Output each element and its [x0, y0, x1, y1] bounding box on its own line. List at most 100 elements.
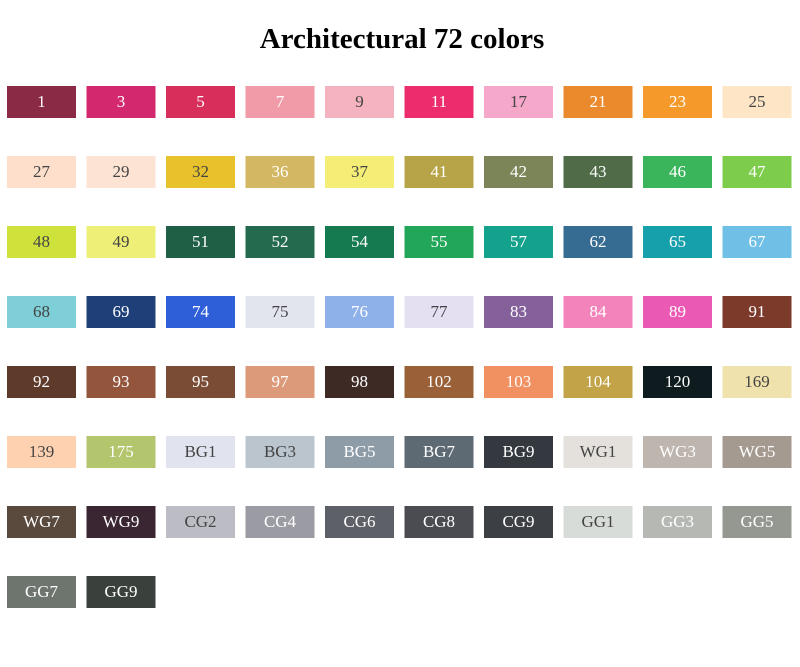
- swatch-label: 51: [192, 232, 209, 251]
- swatch-label: BG9: [502, 442, 534, 461]
- swatch-label: 32: [192, 162, 209, 181]
- swatch-label: 75: [272, 302, 289, 321]
- swatch-label: WG1: [580, 442, 617, 461]
- swatch: [325, 366, 394, 398]
- swatch: [7, 436, 76, 468]
- swatch: [86, 86, 156, 118]
- swatch-label: 76: [351, 302, 368, 321]
- swatch-label: 1: [37, 92, 46, 111]
- swatch: [404, 226, 474, 258]
- swatch: [166, 436, 235, 468]
- swatch-label: 69: [113, 302, 130, 321]
- swatch-label: 5: [196, 92, 205, 111]
- swatch: [325, 506, 394, 538]
- swatch: [166, 156, 235, 188]
- swatch-label: 55: [431, 232, 448, 251]
- swatch-label: 84: [590, 302, 608, 321]
- swatch-label: 52: [272, 232, 289, 251]
- swatch: [166, 226, 235, 258]
- swatch-label: 54: [351, 232, 369, 251]
- swatch: [643, 226, 712, 258]
- swatch: [7, 226, 76, 258]
- swatch-label: 62: [590, 232, 607, 251]
- swatch: [325, 436, 394, 468]
- swatch: [245, 156, 315, 188]
- swatch: [245, 86, 315, 118]
- swatch-label: 25: [749, 92, 766, 111]
- swatch: [245, 296, 315, 328]
- swatch: [166, 86, 235, 118]
- swatch: [245, 366, 315, 398]
- swatch-label: 41: [431, 162, 448, 181]
- swatch-label: 92: [33, 372, 50, 391]
- swatch-label: 169: [744, 372, 770, 391]
- swatch-label: 93: [113, 372, 130, 391]
- swatch-label: 139: [29, 442, 55, 461]
- swatch-label: 46: [669, 162, 686, 181]
- swatch-label: WG5: [739, 442, 776, 461]
- swatch: [722, 506, 792, 538]
- swatch-label: 175: [108, 442, 134, 461]
- swatch: [86, 156, 156, 188]
- swatch-label: BG5: [343, 442, 375, 461]
- swatch: [86, 366, 156, 398]
- swatch: [86, 296, 156, 328]
- swatch: [484, 366, 553, 398]
- swatch-label: 98: [351, 372, 368, 391]
- swatch-label: BG7: [423, 442, 456, 461]
- swatch-label: BG3: [264, 442, 296, 461]
- swatch-label: 29: [113, 162, 130, 181]
- swatch: [325, 156, 394, 188]
- swatch-label: 77: [431, 302, 449, 321]
- swatch-label: 120: [665, 372, 691, 391]
- swatch: [722, 226, 792, 258]
- swatch: [325, 86, 394, 118]
- swatch: [166, 506, 235, 538]
- swatch: [643, 506, 712, 538]
- swatch-label: WG9: [103, 512, 140, 531]
- swatch-label: BG1: [184, 442, 216, 461]
- title: Architectural 72 colors: [260, 23, 545, 55]
- swatch: [643, 366, 712, 398]
- swatch-label: CG4: [264, 512, 297, 531]
- swatch-label: CG9: [502, 512, 534, 531]
- swatch: [722, 86, 792, 118]
- swatch: [86, 506, 156, 538]
- swatch: [563, 436, 633, 468]
- swatch-label: GG3: [661, 512, 694, 531]
- swatch: [484, 226, 553, 258]
- swatch: [166, 366, 235, 398]
- swatch: [643, 296, 712, 328]
- swatch-label: 48: [33, 232, 50, 251]
- swatch: [563, 506, 633, 538]
- swatch: [166, 296, 235, 328]
- swatch: [643, 86, 712, 118]
- swatch-label: 43: [590, 162, 607, 181]
- swatch-label: 3: [117, 92, 126, 111]
- swatch: [7, 156, 76, 188]
- swatch-label: 36: [272, 162, 289, 181]
- swatch-label: 65: [669, 232, 686, 251]
- swatch: [86, 226, 156, 258]
- swatch-label: 9: [355, 92, 364, 111]
- swatch: [643, 436, 712, 468]
- swatch-label: 47: [749, 162, 767, 181]
- swatch-label: 57: [510, 232, 528, 251]
- swatch-label: 67: [749, 232, 767, 251]
- swatch: [404, 506, 474, 538]
- swatch-label: GG7: [25, 582, 59, 601]
- swatch: [563, 86, 633, 118]
- swatch: [7, 296, 76, 328]
- swatch-label: CG8: [423, 512, 455, 531]
- swatch-label: GG5: [740, 512, 773, 531]
- swatch-label: 49: [113, 232, 130, 251]
- swatch-label: WG3: [659, 442, 696, 461]
- swatch: [484, 436, 553, 468]
- swatch: [563, 366, 633, 398]
- swatch: [563, 156, 633, 188]
- swatch: [86, 576, 156, 608]
- swatch-label: 83: [510, 302, 527, 321]
- swatch-label: GG1: [581, 512, 614, 531]
- swatch: [722, 366, 792, 398]
- swatch: [563, 296, 633, 328]
